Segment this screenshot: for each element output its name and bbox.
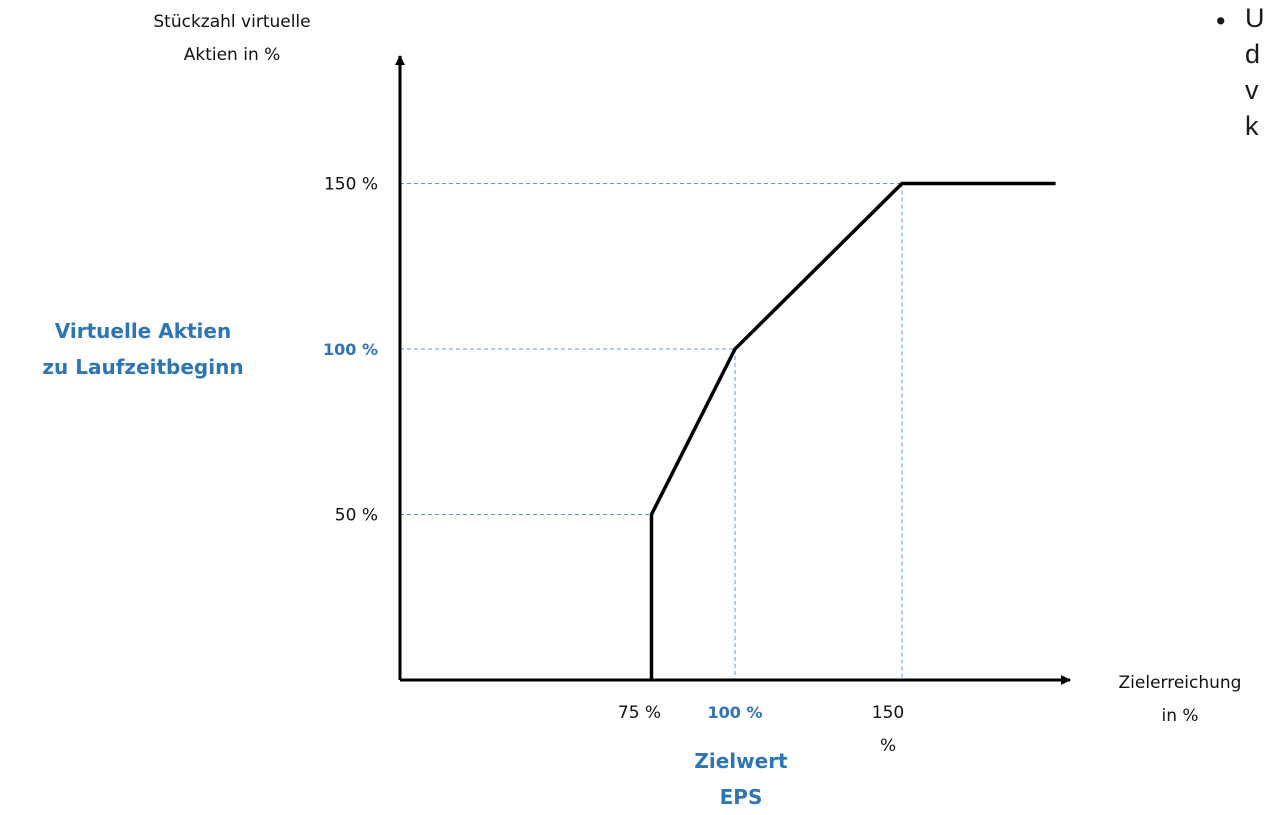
x-axis-label-line-1: in % [1161, 706, 1198, 726]
series [649, 181, 1056, 680]
x-annotation-line-0: Zielwert [694, 749, 788, 773]
y-axis-label-line-0: Stückzahl virtuelle [153, 12, 310, 32]
y-annotation-line-0: Virtuelle Aktien [55, 319, 231, 343]
side-text-line-2: v [1245, 75, 1259, 105]
x-tick-label-1: 100 % [708, 703, 763, 722]
series-line-0 [649, 181, 1056, 680]
labels: Stückzahl virtuelle Aktien in % Zielerreic… [42, 12, 1241, 809]
guide-lines [400, 183, 903, 680]
y-annotation-line-1: zu Laufzeitbeginn [42, 355, 243, 379]
y-tick-label-1: 100 % [323, 340, 378, 359]
x-axis-label-line-0: Zielerreichung [1119, 673, 1242, 693]
x-annotation-line-1: EPS [720, 785, 763, 809]
y-tick-label-2: 150 % [324, 175, 378, 195]
side-bullet: • [1216, 6, 1225, 36]
x-tick-label-2-line-1: % [880, 736, 896, 756]
side-text-line-1: d [1245, 39, 1260, 69]
x-tick-label-0: 75 % [618, 703, 661, 723]
y-axis-label-line-1: Aktien in % [184, 45, 281, 65]
y-tick-label-0: 50 % [335, 506, 378, 526]
side-text-line-0: U [1245, 3, 1265, 33]
side-text-line-3: k [1245, 111, 1259, 141]
x-tick-label-2-line-0: 150 [872, 703, 904, 723]
axes [395, 55, 1071, 685]
